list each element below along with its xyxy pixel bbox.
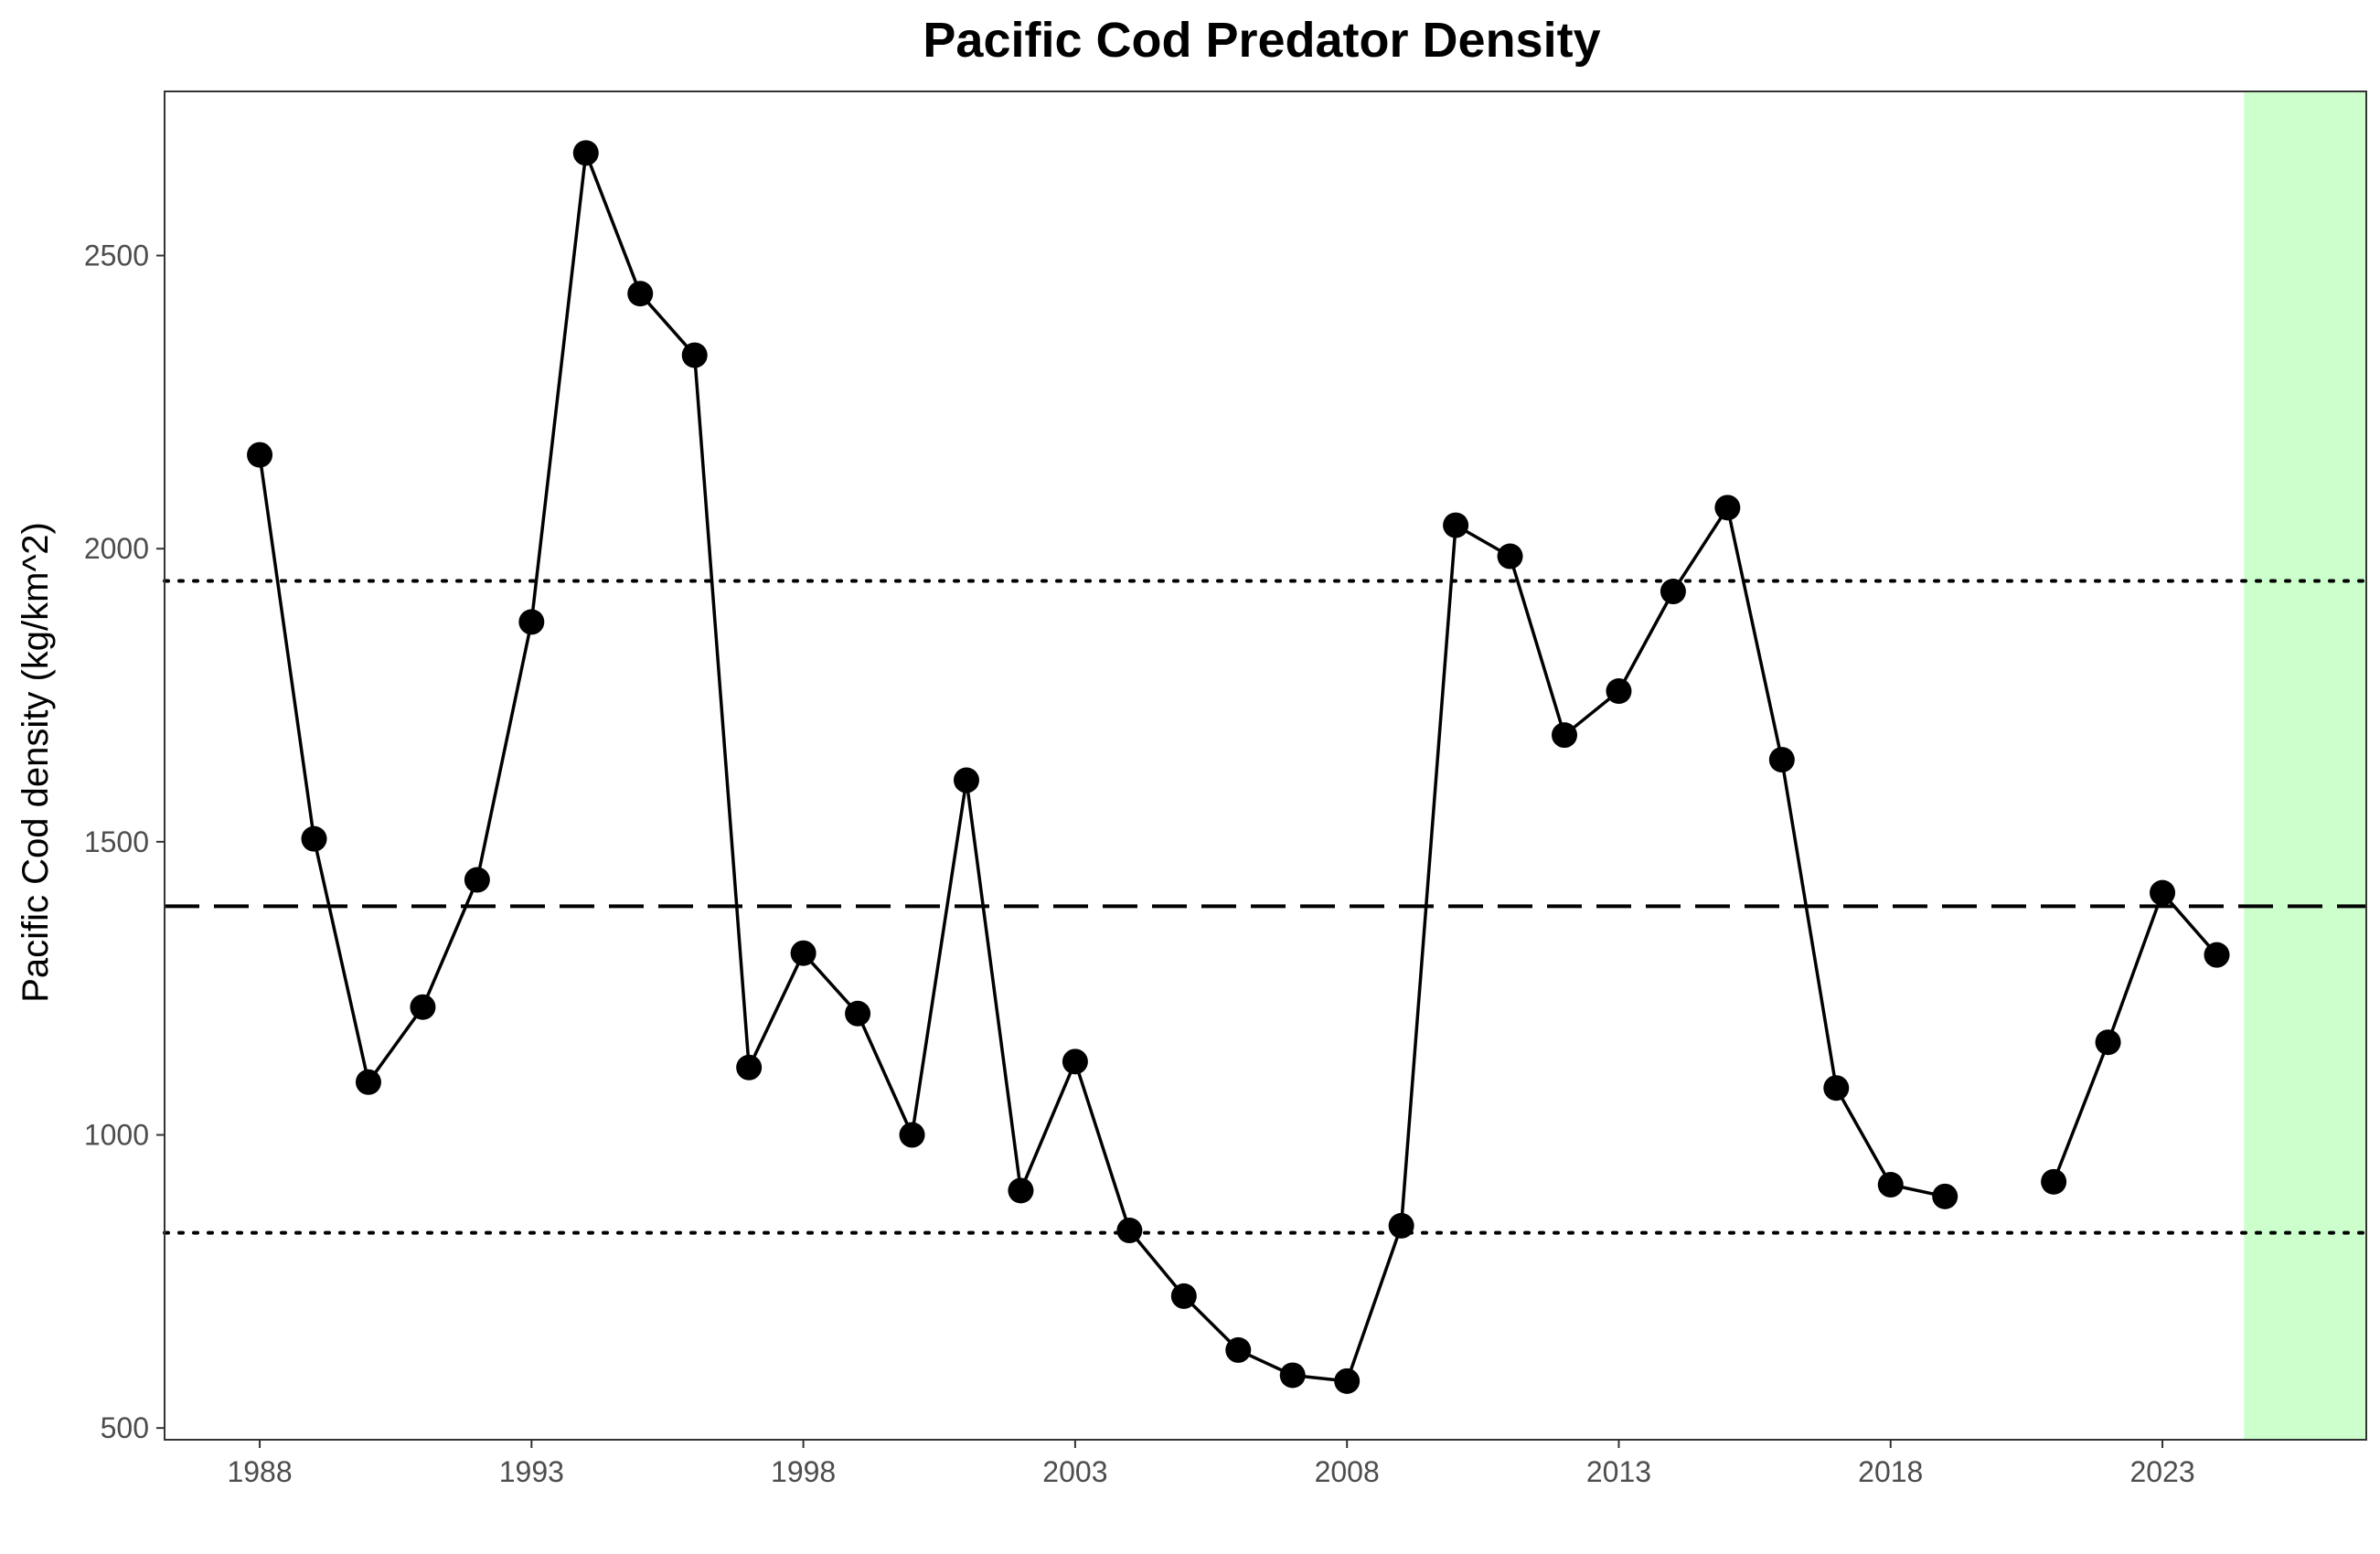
x-tick-label-2018: 2018 [1858, 1455, 1923, 1488]
data-point-2004 [1116, 1218, 1143, 1244]
data-point-1996 [681, 342, 708, 368]
data-point-2008 [1334, 1368, 1361, 1394]
data-point-1999 [845, 1000, 871, 1027]
series-line-segment-1 [258, 151, 1946, 1383]
data-point-2000 [899, 1122, 925, 1148]
data-point-1992 [464, 867, 490, 893]
y-axis-label: Pacific Cod density (kg/km^2) [16, 522, 56, 1003]
y-tick-label-500: 500 [101, 1411, 149, 1444]
data-point-2003 [1062, 1048, 1088, 1075]
data-point-2022 [2095, 1029, 2121, 1056]
data-point-1988 [247, 442, 273, 468]
data-point-2015 [1714, 495, 1741, 521]
data-point-2002 [1008, 1177, 1034, 1204]
data-point-1997 [736, 1054, 763, 1080]
x-tick-label-2013: 2013 [1586, 1455, 1651, 1488]
data-point-2012 [1552, 722, 1578, 749]
data-point-1998 [790, 940, 816, 966]
data-point-2011 [1497, 543, 1523, 569]
x-tick-label-2023: 2023 [2129, 1455, 2194, 1488]
data-point-2019 [1932, 1183, 1958, 1209]
data-point-2007 [1279, 1362, 1306, 1389]
plot-area: 500 1000 1500 2000 2500 1988 1993 1998 2003 2008 2… [84, 90, 2368, 1488]
data-point-1993 [518, 609, 545, 635]
data-point-1991 [410, 994, 436, 1020]
data-point-1990 [355, 1069, 381, 1095]
data-point-1989 [301, 825, 327, 852]
data-point-1995 [627, 281, 654, 307]
x-tick-label-2008: 2008 [1315, 1455, 1380, 1488]
data-point-2016 [1768, 747, 1795, 773]
x-tick-label-1998: 1998 [771, 1455, 836, 1488]
y-tick-label-2000: 2000 [84, 532, 149, 565]
data-point-2014 [1660, 579, 1686, 605]
plot-border [164, 90, 2367, 1441]
shaded-region [2244, 91, 2366, 1440]
data-point-2017 [1823, 1075, 1850, 1102]
data-point-2021 [2041, 1168, 2067, 1195]
data-point-1994 [572, 140, 599, 166]
x-tick-label-1993: 1993 [499, 1455, 564, 1488]
data-point-2024 [2204, 942, 2230, 968]
y-tick-label-1000: 1000 [84, 1119, 149, 1152]
x-tick-label-1988: 1988 [227, 1455, 292, 1488]
x-tick-label-2003: 2003 [1042, 1455, 1107, 1488]
data-point-2009 [1388, 1212, 1414, 1239]
data-point-2010 [1443, 512, 1469, 538]
y-tick-label-2500: 2500 [84, 239, 149, 272]
data-point-2023 [2150, 879, 2176, 906]
data-point-2018 [1877, 1172, 1904, 1198]
data-point-2001 [953, 767, 979, 793]
data-point-2006 [1225, 1336, 1252, 1363]
chart-title: Pacific Cod Predator Density [923, 13, 1600, 68]
data-point-2005 [1170, 1283, 1197, 1309]
y-tick-label-1500: 1500 [84, 825, 149, 858]
data-point-2013 [1606, 678, 1632, 705]
series-line-segment-2 [2052, 890, 2218, 1183]
